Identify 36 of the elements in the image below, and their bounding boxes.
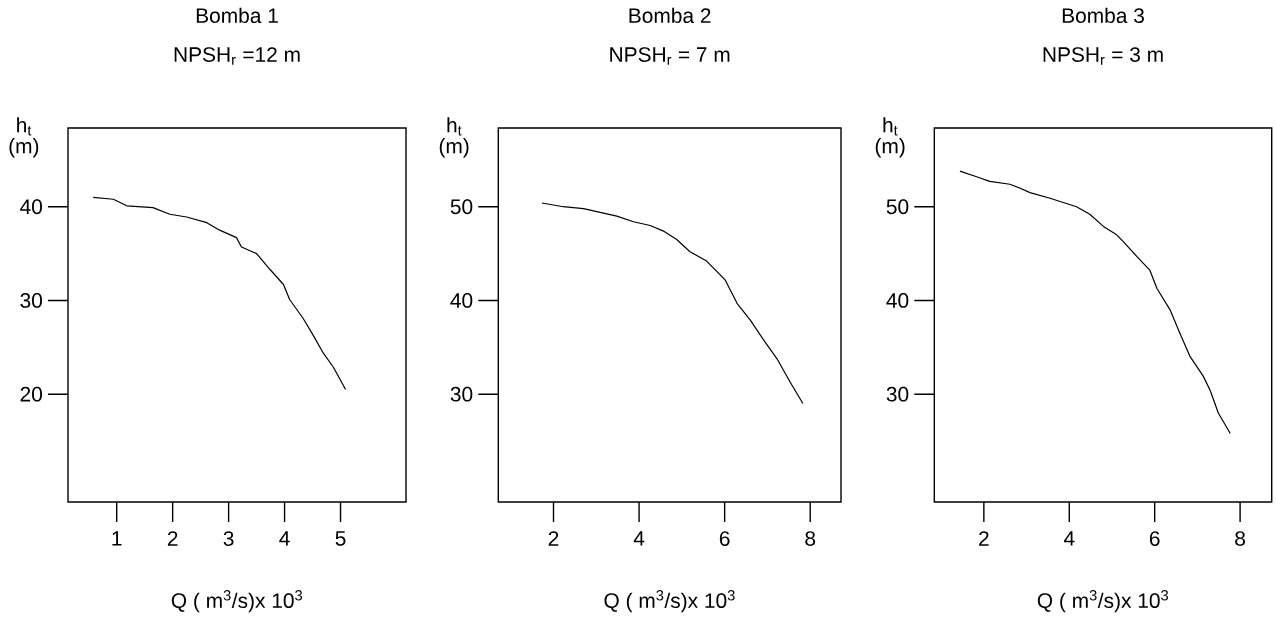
x-tick-label: 6: [1149, 531, 1160, 546]
x-tick-label: 4: [633, 531, 645, 546]
y-tick-label: 50: [450, 199, 473, 215]
x-tick-label: 4: [1063, 531, 1075, 546]
x-tick-label: 3: [223, 531, 234, 546]
x-tick-label: 8: [1235, 531, 1245, 546]
x-tick-label: 4: [279, 531, 290, 546]
y-tick-label: 40: [20, 199, 43, 215]
line-series: [92, 196, 347, 391]
y-axis-title: h$_{t}$ (m): [875, 117, 905, 158]
chart-subtitle: NPSH$_{r}$ = 3 m: [1043, 47, 1163, 65]
y-tick-label: 40: [886, 293, 909, 308]
x-tick-label: 2: [548, 531, 559, 546]
y-tick-label: 50: [886, 199, 909, 215]
y-tick-label: 20: [20, 386, 43, 402]
x-tick-label: 2: [167, 531, 178, 546]
x-tick-label: 2: [979, 531, 989, 546]
chart-title: Bomba 2: [629, 7, 711, 24]
x-tick-label: 5: [335, 531, 346, 546]
x-tick-label: 1: [112, 531, 122, 546]
line-series: [959, 170, 1231, 435]
chart-title: Bomba 3: [1062, 7, 1144, 24]
chart-subtitle: NPSH$_{r}$ =12 m: [174, 47, 300, 65]
x-axis-title: Q ( m$^{3}$/s)x 10$^{3}$: [171, 590, 303, 613]
x-axis-title: Q ( m$^{3}$/s)x 10$^{3}$: [604, 590, 735, 613]
x-tick-label: 6: [719, 531, 730, 546]
chart-subtitle: NPSH$_{r}$ = 7 m: [610, 47, 730, 65]
y-tick-label: 40: [450, 293, 473, 308]
y-tick-label: 30: [20, 293, 43, 308]
y-axis-title: h$_{t}$ (m): [9, 117, 39, 158]
y-tick-label: 30: [886, 386, 909, 402]
chart-title: Bomba 1: [196, 7, 278, 24]
x-tick-label: 8: [805, 531, 816, 546]
y-tick-label: 30: [450, 386, 473, 402]
x-axis-title: Q ( m$^{3}$/s)x 10$^{3}$: [1037, 590, 1169, 613]
y-axis-title: h$_{t}$ (m): [439, 117, 469, 158]
